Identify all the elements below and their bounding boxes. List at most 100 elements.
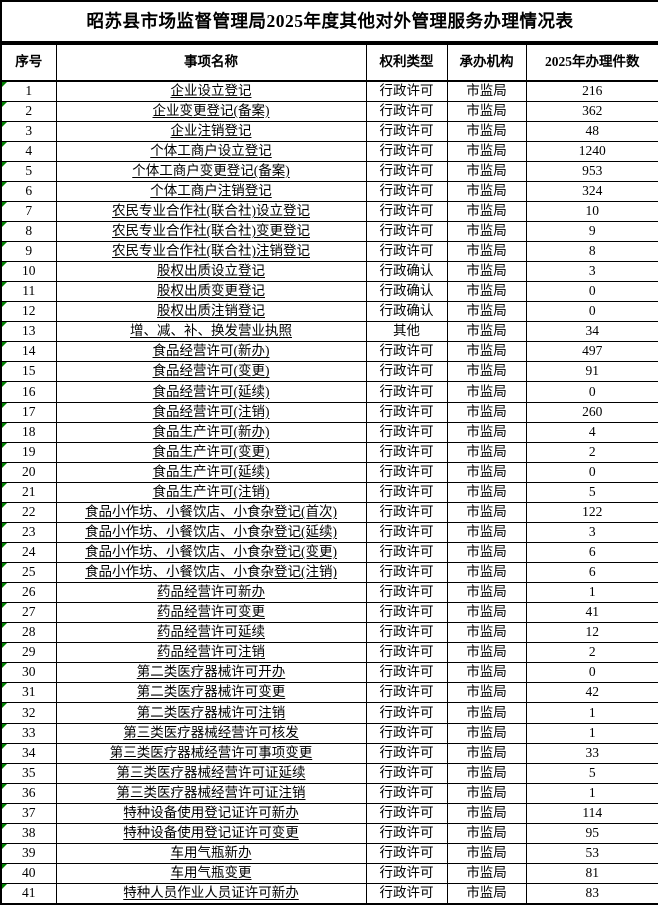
table-row: 30 第二类医疗器械许可开办 行政许可 市监局 0 (0, 662, 658, 684)
cell-agency: 市监局 (446, 401, 527, 423)
cell-serial: 15 (0, 361, 57, 383)
table-row: 6 个体工商户注销登记 行政许可 市监局 324 (0, 180, 658, 202)
cell-count: 8 (525, 240, 658, 263)
cell-serial: 16 (0, 381, 57, 403)
cell-right-type: 行政许可 (365, 802, 448, 824)
cell-serial: 13 (0, 321, 57, 343)
cell-item-name: 第二类医疗器械许可变更 (55, 682, 367, 704)
cell-serial: 31 (0, 682, 57, 704)
cell-item-name: 车用气瓶变更 (55, 862, 367, 885)
cell-right-type: 行政确认 (365, 301, 448, 323)
cell-item-name: 药品经营许可新办 (55, 582, 367, 604)
cell-item-name: 第三类医疗器械经营许可证注销 (55, 782, 367, 804)
cell-right-type: 行政许可 (365, 80, 448, 102)
column-header-right-type: 权利类型 (365, 42, 448, 82)
cell-right-type: 行政许可 (365, 240, 448, 263)
cell-serial: 6 (0, 180, 57, 202)
cell-item-name: 食品小作坊、小餐饮店、小食杂登记(注销) (55, 561, 367, 584)
cell-right-type: 行政许可 (365, 582, 448, 604)
cell-agency: 市监局 (446, 501, 527, 523)
table-row: 10 股权出质设立登记 行政确认 市监局 3 (0, 261, 658, 283)
cell-agency: 市监局 (446, 762, 527, 784)
table-row: 39 车用气瓶新办 行政许可 市监局 53 (0, 842, 658, 864)
cell-serial: 33 (0, 722, 57, 744)
cell-right-type: 行政许可 (365, 361, 448, 383)
cell-agency: 市监局 (446, 140, 527, 162)
cell-count: 91 (525, 361, 658, 383)
cell-agency: 市监局 (446, 180, 527, 202)
cell-item-name: 药品经营许可变更 (55, 602, 367, 624)
cell-right-type: 行政许可 (365, 521, 448, 543)
table-row: 14 食品经营许可(新办) 行政许可 市监局 497 (0, 341, 658, 363)
cell-count: 42 (525, 682, 658, 704)
cell-item-name: 股权出质变更登记 (55, 281, 367, 303)
table-row: 35 第三类医疗器械经营许可证延续 行政许可 市监局 5 (0, 762, 658, 784)
cell-agency: 市监局 (446, 240, 527, 263)
table-row: 5 个体工商户变更登记(备案) 行政许可 市监局 953 (0, 160, 658, 182)
cell-right-type: 行政许可 (365, 541, 448, 564)
cell-serial: 14 (0, 341, 57, 363)
cell-serial: 17 (0, 401, 57, 423)
table-title-row: 昭苏县市场监督管理局2025年度其他对外管理服务办理情况表 (1, 1, 658, 45)
cell-count: 0 (525, 281, 658, 303)
cell-count: 362 (525, 100, 658, 122)
cell-serial: 4 (0, 140, 57, 162)
cell-serial: 5 (0, 160, 57, 182)
cell-item-name: 个体工商户设立登记 (55, 140, 367, 162)
table-header-row: 序号 事项名称 权利类型 承办机构 2025年办理件数 (0, 42, 658, 82)
cell-right-type: 行政许可 (365, 200, 448, 222)
cell-serial: 21 (0, 481, 57, 503)
cell-agency: 市监局 (446, 642, 527, 664)
cell-item-name: 农民专业合作社(联合社)注销登记 (55, 240, 367, 263)
cell-count: 95 (525, 822, 658, 844)
cell-count: 3 (525, 521, 658, 543)
cell-serial: 41 (0, 883, 57, 905)
cell-right-type: 行政确认 (365, 281, 448, 303)
cell-right-type: 行政确认 (365, 261, 448, 283)
table-row: 17 食品经营许可(注销) 行政许可 市监局 260 (0, 401, 658, 423)
cell-count: 122 (525, 501, 658, 523)
cell-count: 0 (525, 662, 658, 684)
cell-count: 1 (525, 722, 658, 744)
cell-count: 0 (525, 381, 658, 403)
column-header-item-name: 事项名称 (55, 42, 367, 82)
cell-item-name: 食品经营许可(变更) (55, 361, 367, 383)
cell-right-type: 行政许可 (365, 722, 448, 744)
column-header-serial: 序号 (0, 42, 57, 82)
cell-item-name: 股权出质设立登记 (55, 261, 367, 283)
cell-agency: 市监局 (446, 120, 527, 142)
table-row: 41 特种人员作业人员证许可新办 行政许可 市监局 83 (0, 883, 658, 905)
cell-serial: 38 (0, 822, 57, 844)
cell-count: 0 (525, 301, 658, 323)
cell-agency: 市监局 (446, 160, 527, 182)
cell-item-name: 企业变更登记(备案) (55, 100, 367, 122)
cell-serial: 37 (0, 802, 57, 824)
cell-agency: 市监局 (446, 220, 527, 243)
cell-right-type: 行政许可 (365, 381, 448, 403)
cell-item-name: 股权出质注销登记 (55, 301, 367, 323)
cell-item-name: 增、减、补、换发营业执照 (55, 321, 367, 343)
cell-right-type: 行政许可 (365, 622, 448, 644)
cell-agency: 市监局 (446, 742, 527, 764)
cell-item-name: 车用气瓶新办 (55, 842, 367, 864)
column-header-count: 2025年办理件数 (525, 42, 658, 82)
cell-count: 216 (525, 80, 658, 102)
cell-item-name: 特种设备使用登记证许可新办 (55, 802, 367, 824)
cell-right-type: 行政许可 (365, 461, 448, 483)
cell-right-type: 行政许可 (365, 762, 448, 784)
table-row: 1 企业设立登记 行政许可 市监局 216 (0, 80, 658, 102)
cell-count: 5 (525, 762, 658, 784)
cell-agency: 市监局 (446, 361, 527, 383)
cell-count: 5 (525, 481, 658, 503)
table-row: 7 农民专业合作社(联合社)设立登记 行政许可 市监局 10 (0, 200, 658, 222)
cell-right-type: 行政许可 (365, 642, 448, 664)
cell-item-name: 食品生产许可(注销) (55, 481, 367, 503)
cell-agency: 市监局 (446, 421, 527, 443)
cell-agency: 市监局 (446, 782, 527, 804)
cell-item-name: 第三类医疗器械经营许可核发 (55, 722, 367, 744)
table-row: 24 食品小作坊、小餐饮店、小食杂登记(变更) 行政许可 市监局 6 (0, 541, 658, 564)
cell-right-type: 行政许可 (365, 702, 448, 724)
cell-count: 34 (525, 321, 658, 343)
cell-count: 2 (525, 441, 658, 463)
